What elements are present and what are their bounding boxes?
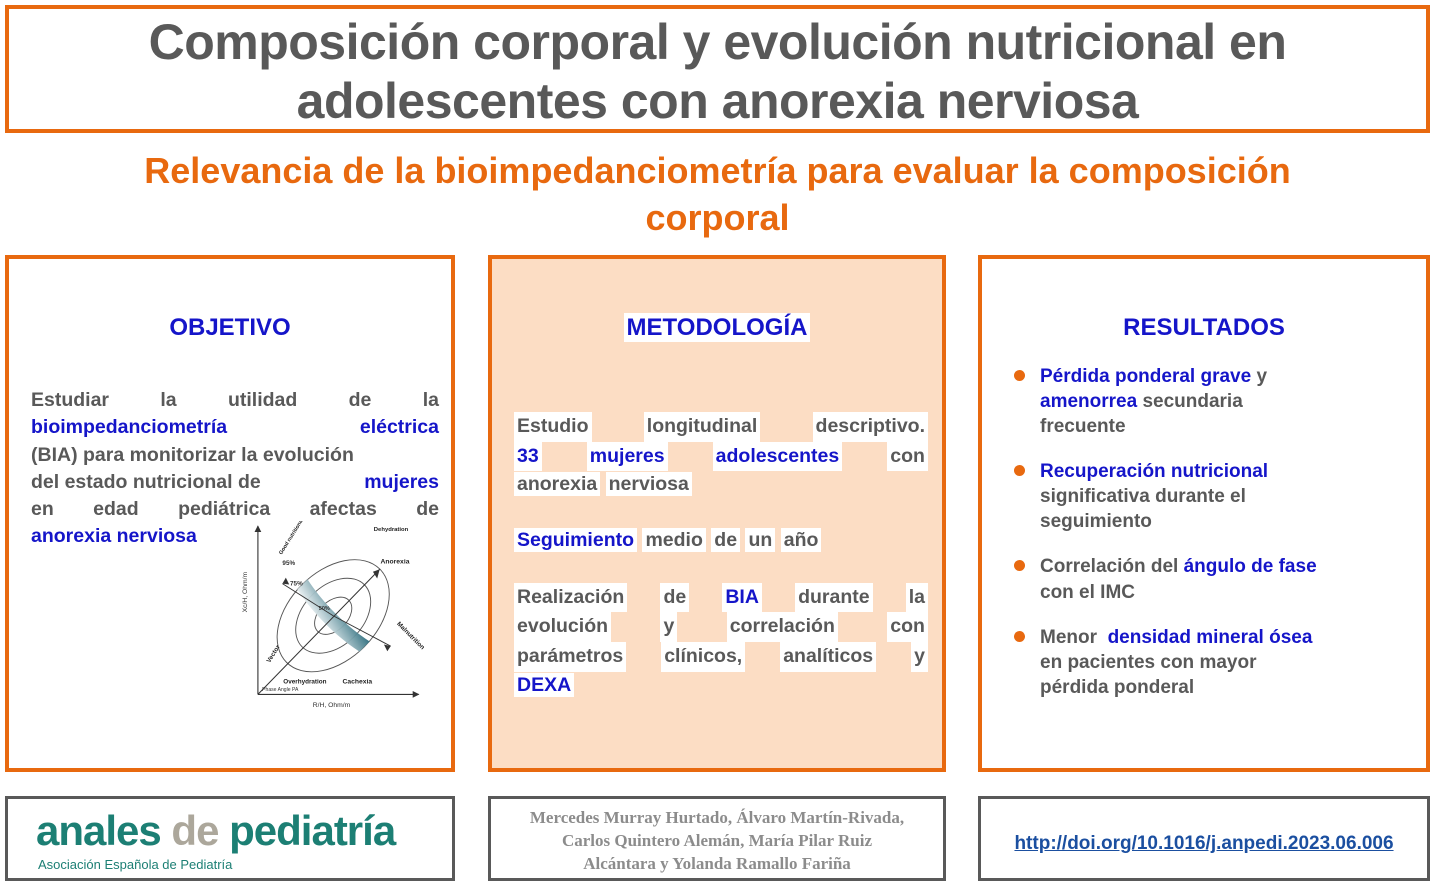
svg-text:75%: 75% <box>290 580 303 587</box>
svg-text:Dehydration: Dehydration <box>374 527 409 533</box>
svg-text:Overhydration: Overhydration <box>283 678 326 685</box>
svg-text:Cachexia: Cachexia <box>342 678 372 685</box>
svg-text:50%: 50% <box>319 606 330 612</box>
svg-text:Xc/H, Ohm/m: Xc/H, Ohm/m <box>242 571 249 612</box>
svg-text:Good nutritional status: Good nutritional status <box>278 521 314 556</box>
svg-text:Anorexia: Anorexia <box>381 558 410 565</box>
svg-text:Vector: Vector <box>266 644 282 665</box>
svg-text:R/H, Ohm/m: R/H, Ohm/m <box>313 702 351 709</box>
svg-text:Malnutrition: Malnutrition <box>395 621 426 652</box>
svg-text:95%: 95% <box>282 560 295 567</box>
svg-text:Phase Angle PA: Phase Angle PA <box>262 687 299 693</box>
